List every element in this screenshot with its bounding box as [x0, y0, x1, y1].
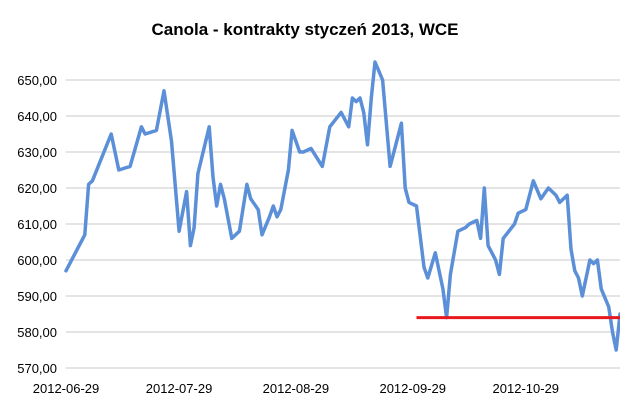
y-tick-label: 650,00: [17, 73, 57, 88]
series-line: [64, 60, 620, 352]
x-tick-label: 2012-06-29: [33, 381, 100, 396]
y-tick-label: 590,00: [17, 289, 57, 304]
y-tick-label: 600,00: [17, 253, 57, 268]
y-tick-label: 640,00: [17, 109, 57, 124]
chart-title: Canola - kontrakty styczeń 2013, WCE: [151, 20, 458, 39]
x-tick-label: 2012-07-29: [146, 381, 213, 396]
plot-area: [64, 60, 620, 352]
y-axis: 570,00 580,00 590,00 600,00 610,00 620,00 630,…: [17, 73, 57, 376]
y-tick-label: 630,00: [17, 145, 57, 160]
y-tick-label: 580,00: [17, 325, 57, 340]
x-tick-label: 2012-10-29: [493, 381, 560, 396]
y-tick-label: 620,00: [17, 181, 57, 196]
gridlines: [66, 79, 620, 369]
x-tick-label: 2012-09-29: [379, 381, 446, 396]
x-tick-label: 2012-08-29: [263, 381, 330, 396]
y-tick-label: 570,00: [17, 361, 57, 376]
y-tick-label: 610,00: [17, 217, 57, 232]
x-axis: 2012-06-29 2012-07-29 2012-08-29 2012-09-29…: [33, 381, 559, 396]
